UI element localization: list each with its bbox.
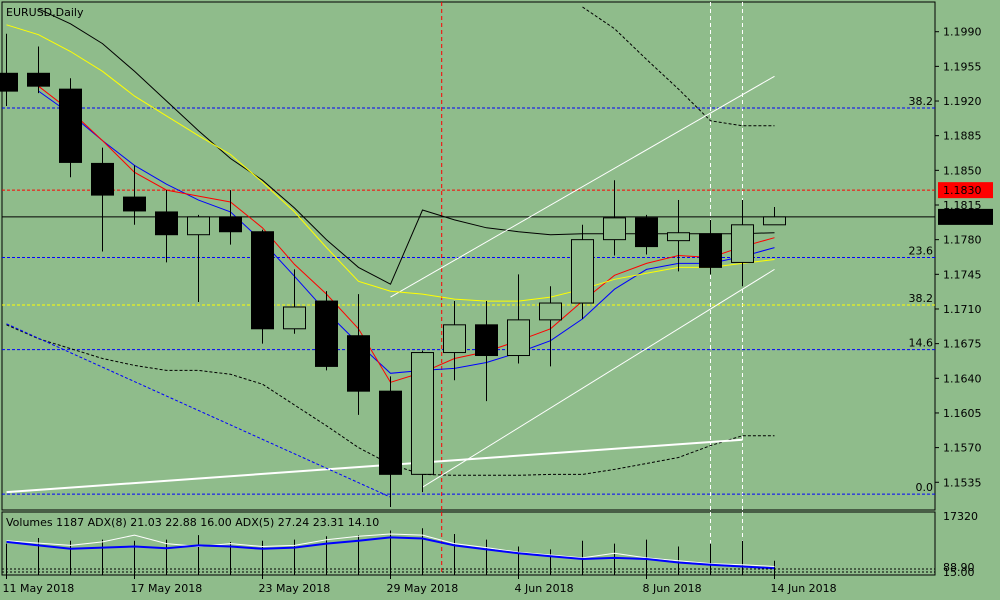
candle-body bbox=[379, 390, 402, 475]
price-tick-label: 1.1675 bbox=[943, 338, 982, 351]
candle-body bbox=[91, 162, 114, 196]
price-tick-label: 1.1745 bbox=[943, 268, 982, 281]
date-tick-label: 23 May 2018 bbox=[259, 582, 331, 595]
price-tick-label: 1.1535 bbox=[943, 476, 982, 489]
candle-body bbox=[187, 216, 210, 236]
price-box bbox=[938, 182, 993, 199]
candle-body bbox=[443, 324, 466, 354]
trend-line bbox=[422, 268, 775, 488]
indicator-tick-label: 15.00 bbox=[943, 566, 975, 579]
candle-body bbox=[475, 324, 498, 357]
candle-body bbox=[283, 306, 306, 330]
price-tick-label: 1.1990 bbox=[943, 26, 982, 39]
candle-body bbox=[571, 239, 594, 304]
adx-line-white bbox=[6, 533, 775, 567]
indicator-tick-label: 88.90 bbox=[943, 561, 975, 574]
candle-body bbox=[699, 233, 722, 268]
price-tick-label: 1.1570 bbox=[943, 442, 982, 455]
candle-body bbox=[315, 300, 338, 367]
candle-body bbox=[411, 352, 434, 475]
candle-body bbox=[763, 216, 786, 226]
date-tick-label: 14 Jun 2018 bbox=[771, 582, 837, 595]
candle-body bbox=[539, 302, 562, 321]
candle-body bbox=[251, 231, 274, 330]
adx-line-blue bbox=[6, 536, 775, 570]
bollinger-upper bbox=[582, 6, 775, 127]
price-tick-label: 1.1885 bbox=[943, 130, 982, 143]
date-tick-label: 29 May 2018 bbox=[387, 582, 459, 595]
level-label: 23.6 bbox=[909, 244, 934, 257]
candle-body bbox=[507, 319, 530, 357]
candle-body bbox=[123, 196, 146, 212]
candle-body bbox=[219, 216, 242, 233]
price-tick-label: 1.1955 bbox=[943, 60, 982, 73]
date-tick-label: 8 Jun 2018 bbox=[643, 582, 702, 595]
candle-body bbox=[155, 211, 178, 236]
moving-average-line bbox=[38, 85, 775, 383]
price-tick-label: 1.1920 bbox=[943, 95, 982, 108]
date-tick-label: 4 Jun 2018 bbox=[515, 582, 574, 595]
trend-line bbox=[390, 75, 775, 298]
trend-line bbox=[6, 438, 743, 494]
candle-body bbox=[603, 217, 626, 241]
price-tick-label: 1.1850 bbox=[943, 164, 982, 177]
price-tick-label: 1.1640 bbox=[943, 372, 982, 385]
candle-body bbox=[667, 232, 690, 242]
moving-average-line bbox=[38, 90, 775, 374]
candle-body bbox=[635, 217, 658, 248]
price-box-label: 1.1803 bbox=[943, 211, 982, 224]
candle-body bbox=[59, 88, 82, 163]
trend-line bbox=[6, 323, 391, 498]
price-tick-label: 1.1710 bbox=[943, 303, 982, 316]
date-tick-label: 11 May 2018 bbox=[3, 582, 75, 595]
level-label: 38.2 bbox=[909, 292, 934, 305]
candle-body bbox=[347, 335, 370, 392]
level-label: 0.0 bbox=[916, 481, 934, 494]
indicator-label: Volumes 1187 ADX(8) 21.03 22.88 16.00 AD… bbox=[6, 516, 379, 529]
date-tick-label: 17 May 2018 bbox=[131, 582, 203, 595]
indicator-tick-label: 17320 bbox=[943, 510, 978, 523]
candle-body bbox=[27, 72, 50, 87]
moving-average-line bbox=[6, 24, 775, 302]
candle-body bbox=[731, 224, 754, 263]
price-tick-label: 1.1780 bbox=[943, 234, 982, 247]
price-tick-label: 1.1605 bbox=[943, 407, 982, 420]
level-label: 38.2 bbox=[909, 95, 934, 108]
price-tick-label: 1.1815 bbox=[943, 199, 982, 212]
level-label: 14.6 bbox=[909, 337, 934, 350]
indicator-panel bbox=[1, 511, 936, 576]
price-panel bbox=[1, 1, 936, 511]
candle-body bbox=[0, 72, 18, 92]
price-box bbox=[938, 208, 993, 225]
price-box-label: 1.1830 bbox=[943, 184, 982, 197]
symbol-label: EURUSD,Daily bbox=[6, 6, 84, 19]
